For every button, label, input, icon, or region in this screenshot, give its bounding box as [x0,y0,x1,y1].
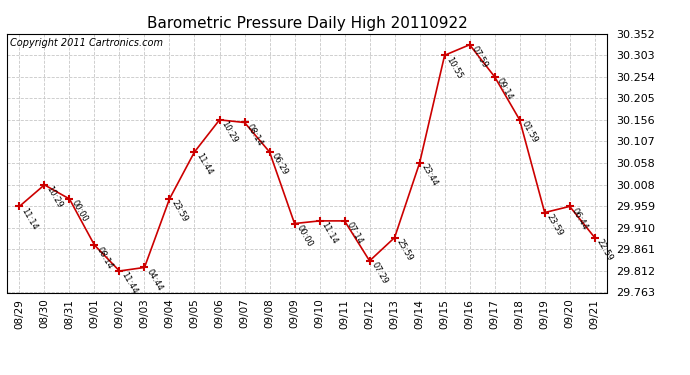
Text: 11:44: 11:44 [195,152,214,177]
Text: 11:44: 11:44 [119,271,139,296]
Text: 23:59: 23:59 [544,213,564,238]
Text: 01:59: 01:59 [520,120,540,145]
Text: 11:14: 11:14 [19,206,39,231]
Text: 07:29: 07:29 [370,261,389,286]
Text: 25:59: 25:59 [395,238,414,262]
Text: 10:55: 10:55 [444,55,464,80]
Text: 06:44: 06:44 [570,206,589,232]
Text: 07:14: 07:14 [344,221,364,246]
Text: 06:29: 06:29 [270,152,289,177]
Text: 23:44: 23:44 [420,163,440,188]
Text: 10:29: 10:29 [219,120,239,145]
Text: 22:59: 22:59 [595,238,614,262]
Text: 23:59: 23:59 [170,199,189,224]
Text: 04:44: 04:44 [144,267,164,292]
Text: Copyright 2011 Cartronics.com: Copyright 2011 Cartronics.com [10,38,163,48]
Text: 00:00: 00:00 [70,199,89,224]
Text: 08:14: 08:14 [244,123,264,148]
Text: 08:14: 08:14 [95,245,114,270]
Text: 09:14: 09:14 [495,77,514,102]
Title: Barometric Pressure Daily High 20110922: Barometric Pressure Daily High 20110922 [147,16,467,31]
Text: 07:59: 07:59 [470,45,489,70]
Text: 00:00: 00:00 [295,224,314,249]
Text: 10:29: 10:29 [44,185,64,210]
Text: 11:14: 11:14 [319,221,339,246]
